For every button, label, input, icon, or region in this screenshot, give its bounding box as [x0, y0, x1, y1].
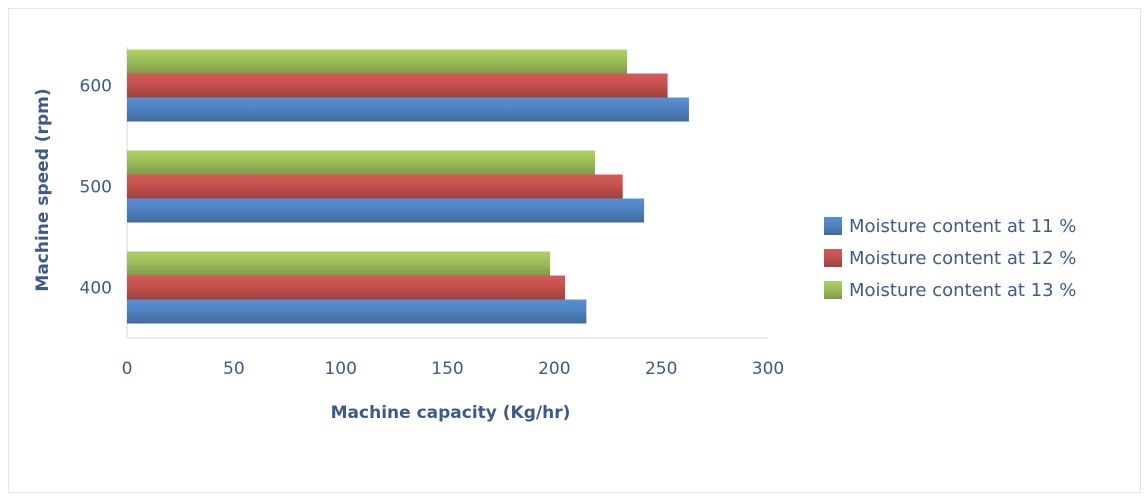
- bar-500-series-2: [127, 174, 623, 199]
- y-axis-title: Machine speed (rpm): [33, 88, 53, 291]
- x-tick-label: 100: [324, 359, 356, 379]
- legend-swatch: [824, 217, 842, 235]
- bar-600-series-1: [127, 97, 689, 122]
- legend-label: Moisture content at 12 %: [849, 248, 1076, 269]
- x-axis-title: Machine capacity (Kg/hr): [331, 403, 571, 423]
- bar-500-series-3: [127, 150, 595, 175]
- legend-label: Moisture content at 11 %: [849, 216, 1076, 237]
- legend-swatch: [824, 249, 842, 267]
- bar-500-series-1: [127, 198, 645, 223]
- bar-600-series-3: [127, 49, 627, 74]
- y-tick-label: 400: [80, 279, 112, 299]
- legend-swatch: [824, 281, 842, 299]
- y-tick-label: 500: [80, 178, 112, 198]
- x-tick-label: 250: [645, 359, 677, 379]
- legend-label: Moisture content at 13 %: [849, 280, 1076, 301]
- y-tick-label: 600: [80, 77, 112, 97]
- x-tick-label: 150: [431, 359, 463, 379]
- bar-400-series-2: [127, 275, 566, 300]
- chart-frame: [8, 8, 1141, 493]
- x-tick-label: 50: [223, 359, 245, 379]
- bar-400-series-1: [127, 299, 587, 324]
- bar-600-series-2: [127, 73, 668, 98]
- x-tick-label: 200: [538, 359, 570, 379]
- x-tick-label: 0: [122, 359, 133, 379]
- bar-400-series-3: [127, 251, 551, 276]
- x-tick-label: 300: [752, 359, 784, 379]
